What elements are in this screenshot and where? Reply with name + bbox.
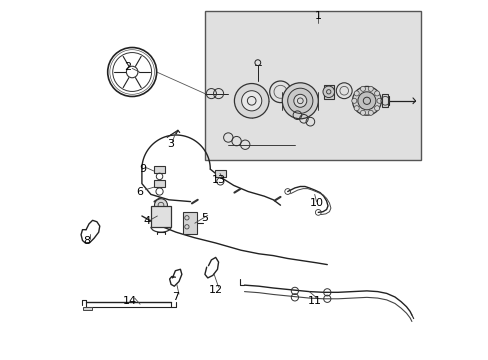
Bar [83, 307, 92, 310]
Circle shape [154, 199, 167, 212]
Text: 5: 5 [201, 213, 208, 223]
Text: 6: 6 [136, 186, 143, 197]
Text: 2: 2 [123, 62, 131, 72]
Bar [183, 212, 197, 234]
Circle shape [367, 110, 372, 115]
Text: 8: 8 [83, 236, 90, 246]
Circle shape [322, 86, 334, 98]
Circle shape [374, 91, 379, 96]
Bar [151, 206, 171, 227]
Text: 7: 7 [172, 292, 179, 302]
Bar [153, 166, 165, 173]
Bar [215, 170, 225, 177]
Text: 13: 13 [212, 175, 226, 185]
Circle shape [293, 94, 306, 107]
Bar [323, 85, 333, 99]
Bar [153, 180, 165, 187]
Circle shape [360, 86, 365, 91]
Text: 10: 10 [309, 198, 323, 208]
Circle shape [353, 91, 359, 96]
Text: 1: 1 [314, 11, 321, 21]
Text: 14: 14 [122, 296, 137, 306]
Text: 3: 3 [167, 139, 174, 149]
Circle shape [234, 84, 268, 118]
Circle shape [241, 91, 261, 111]
Text: 11: 11 [307, 296, 321, 306]
Circle shape [374, 106, 379, 111]
Circle shape [352, 86, 381, 115]
Circle shape [282, 83, 318, 119]
Bar [204, 11, 420, 160]
Circle shape [351, 98, 356, 103]
Bar [381, 94, 387, 107]
Circle shape [287, 88, 312, 113]
Circle shape [357, 92, 375, 110]
Circle shape [353, 106, 359, 111]
Text: 12: 12 [208, 285, 223, 295]
Text: 9: 9 [139, 164, 146, 174]
Circle shape [360, 110, 365, 115]
Circle shape [376, 98, 381, 103]
Circle shape [367, 86, 372, 91]
Text: 4: 4 [142, 216, 150, 226]
